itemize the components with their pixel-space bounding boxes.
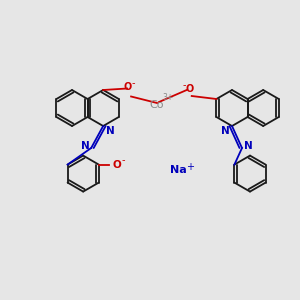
Text: Co: Co [150,100,164,110]
Text: N: N [220,126,230,136]
Text: -: - [131,79,135,88]
Text: +: + [186,162,194,172]
Text: O: O [124,82,132,92]
Text: N: N [106,126,115,136]
Text: -: - [183,80,187,90]
Text: -: - [122,156,125,166]
Text: 3+: 3+ [162,92,174,101]
Text: O: O [186,84,194,94]
Text: N: N [81,141,90,151]
Text: O: O [112,160,121,170]
Text: Na: Na [169,165,186,175]
Text: N: N [244,141,252,151]
